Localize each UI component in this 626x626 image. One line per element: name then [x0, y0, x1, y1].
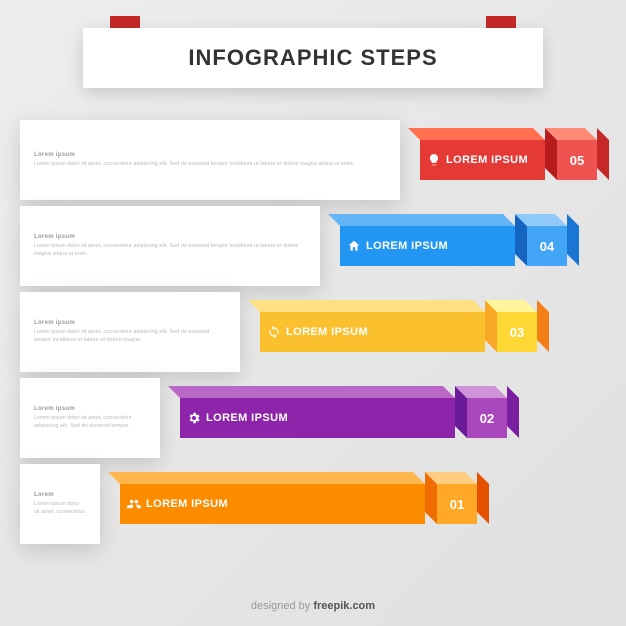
- step-04: Lorem ipsum Lorem ipsum dolor sit amet, c…: [20, 206, 606, 286]
- header-card: INFOGRAPHIC STEPS: [83, 28, 543, 88]
- step-card: Lorem Lorem ipsum dolor sit amet, consect…: [20, 464, 100, 544]
- card-body: Lorem ipsum dolor sit amet, consectetur …: [34, 161, 386, 169]
- card-body: Lorem ipsum dolor sit amet, consectetur …: [34, 329, 226, 344]
- card-title: Lorem ipsum: [34, 152, 386, 158]
- step-card: Lorem ipsum Lorem ipsum dolor sit amet, c…: [20, 120, 400, 200]
- card-title: Lorem ipsum: [34, 406, 146, 412]
- bulb-icon: [426, 152, 442, 168]
- card-title: Lorem: [34, 492, 86, 498]
- step-number: 02: [467, 398, 507, 438]
- step-bar: LOREM IPSUM04: [340, 226, 515, 266]
- card-body: Lorem ipsum dolor sit amet, consectetur.: [34, 501, 86, 516]
- home-icon: [346, 238, 362, 254]
- step-03: Lorem ipsum Lorem ipsum dolor sit amet, c…: [20, 292, 606, 372]
- step-number: 01: [437, 484, 477, 524]
- step-number: 04: [527, 226, 567, 266]
- step-bar: LOREM IPSUM02: [180, 398, 455, 438]
- step-number-box: 02: [467, 398, 507, 438]
- step-number-box: 04: [527, 226, 567, 266]
- step-bar: LOREM IPSUM05: [420, 140, 545, 180]
- cycle-icon: [266, 324, 282, 340]
- people-icon: [126, 496, 142, 512]
- step-number: 05: [557, 140, 597, 180]
- step-bar: LOREM IPSUM01: [120, 484, 425, 524]
- step-02: Lorem ipsum Lorem ipsum dolor sit amet, c…: [20, 378, 606, 458]
- step-number-box: 01: [437, 484, 477, 524]
- step-number: 03: [497, 312, 537, 352]
- gear-icon: [186, 410, 202, 426]
- step-label: LOREM IPSUM: [146, 498, 228, 510]
- step-number-box: 05: [557, 140, 597, 180]
- step-card: Lorem ipsum Lorem ipsum dolor sit amet, c…: [20, 206, 320, 286]
- card-title: Lorem ipsum: [34, 320, 226, 326]
- card-title: Lorem ipsum: [34, 234, 306, 240]
- step-label: LOREM IPSUM: [366, 240, 448, 252]
- step-label: LOREM IPSUM: [446, 154, 528, 166]
- footer-credit: designed by freepik.com: [0, 600, 626, 612]
- step-bar: LOREM IPSUM03: [260, 312, 485, 352]
- step-01: Lorem Lorem ipsum dolor sit amet, consect…: [20, 464, 606, 544]
- footer-brand: freepik.com: [313, 600, 375, 612]
- step-card: Lorem ipsum Lorem ipsum dolor sit amet, c…: [20, 378, 160, 458]
- step-label: LOREM IPSUM: [206, 412, 288, 424]
- card-body: Lorem ipsum dolor sit amet, consectetur …: [34, 415, 146, 430]
- step-label: LOREM IPSUM: [286, 326, 368, 338]
- page-title: INFOGRAPHIC STEPS: [188, 45, 437, 71]
- step-card: Lorem ipsum Lorem ipsum dolor sit amet, c…: [20, 292, 240, 372]
- footer-prefix: designed by: [251, 600, 313, 612]
- steps-container: Lorem ipsum Lorem ipsum dolor sit amet, c…: [0, 120, 626, 578]
- card-body: Lorem ipsum dolor sit amet, consectetur …: [34, 243, 306, 258]
- step-05: Lorem ipsum Lorem ipsum dolor sit amet, c…: [20, 120, 606, 200]
- step-number-box: 03: [497, 312, 537, 352]
